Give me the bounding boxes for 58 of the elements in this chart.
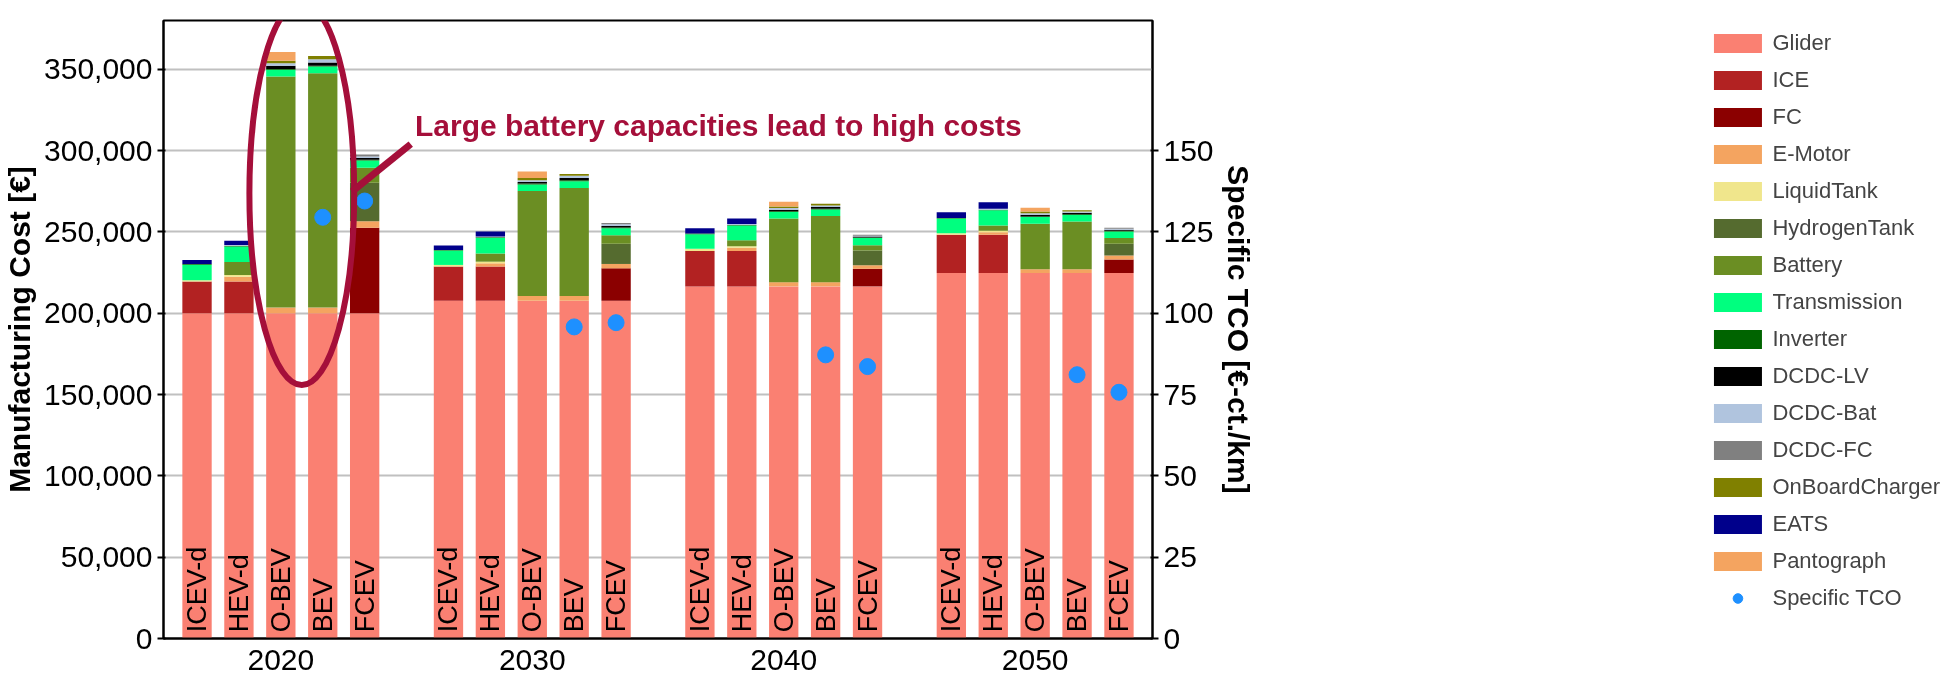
y-axis-title: Manufacturing Cost [€] — [3, 166, 37, 493]
legend-label: OnBoardCharger — [1772, 474, 1940, 500]
x-tick-label: O-BEV — [517, 548, 548, 633]
x-tick-label: ICEV-d — [684, 546, 715, 633]
legend-label: Glider — [1772, 30, 1832, 56]
y2-tick-label: 100 — [1163, 296, 1214, 330]
x-tick-label: ICEV-d — [936, 546, 967, 633]
x-tick-label: HEV-d — [978, 554, 1009, 633]
x-tick-label: FCEV — [349, 560, 380, 633]
x-tick-label: HEV-d — [475, 554, 506, 633]
x-tick-label: BEV — [810, 578, 841, 633]
x-tick-label: ICEV-d — [182, 546, 213, 633]
annotation: Large battery capacities lead to high costs — [414, 109, 1022, 143]
x-tick-label: FCEV — [1103, 560, 1134, 633]
x-tick-label: HEV-d — [726, 554, 757, 633]
legend-label: Specific TCO — [1772, 585, 1902, 611]
legend-label: DCDC-FC — [1772, 437, 1873, 463]
y-tick-label: 150,000 — [44, 377, 153, 411]
y2-axis-title: Specific TCO [€-ct./km] — [1221, 165, 1255, 494]
y2-tick-label: 125 — [1163, 214, 1214, 248]
y2-tick-label: 50 — [1163, 458, 1197, 492]
legend-label: Battery — [1772, 252, 1843, 278]
legend-label: Pantograph — [1772, 548, 1887, 574]
x-tick-label: BEV — [1062, 578, 1093, 633]
legend-label: Transmission — [1772, 289, 1903, 315]
y-tick-label: 100,000 — [44, 458, 153, 492]
y-tick-label: 0 — [135, 621, 153, 655]
legend-label: DCDC-Bat — [1772, 400, 1877, 426]
text: 2030 — [498, 642, 566, 676]
y-tick-label: 50,000 — [60, 540, 153, 574]
x-tick-label: ICEV-d — [433, 546, 464, 633]
x-tick-label: FCEV — [852, 560, 883, 633]
y-tick-label: 250,000 — [44, 214, 153, 248]
legend-label: LiquidTank — [1772, 178, 1878, 204]
x-tick-label: BEV — [559, 578, 590, 633]
x-tick-label: BEV — [307, 578, 338, 633]
legend-label: Inverter — [1772, 326, 1848, 352]
y-tick-label: 350,000 — [44, 52, 153, 86]
x-tick-label: FCEV — [601, 560, 632, 633]
text: 2050 — [1001, 642, 1069, 676]
legend-label: E-Motor — [1772, 141, 1851, 167]
x-tick-label: HEV-d — [223, 554, 254, 633]
y2-tick-label: 0 — [1163, 621, 1181, 655]
y2-tick-label: 150 — [1163, 133, 1214, 167]
y2-tick-label: 25 — [1163, 540, 1197, 574]
legend-label: HydrogenTank — [1772, 215, 1915, 241]
y2-tick-label: 75 — [1163, 377, 1197, 411]
text: 2020 — [247, 642, 315, 676]
text: 2040 — [750, 642, 818, 676]
legend-label: ICE — [1772, 67, 1810, 93]
y-tick-label: 300,000 — [44, 133, 153, 167]
x-tick-label: O-BEV — [265, 548, 296, 633]
legend-label: EATS — [1772, 511, 1829, 537]
legend-label: FC — [1772, 104, 1802, 130]
legend-label: DCDC-LV — [1772, 363, 1869, 389]
x-tick-label: O-BEV — [1020, 548, 1051, 633]
y-tick-label: 200,000 — [44, 296, 153, 330]
x-tick-label: O-BEV — [768, 548, 799, 633]
